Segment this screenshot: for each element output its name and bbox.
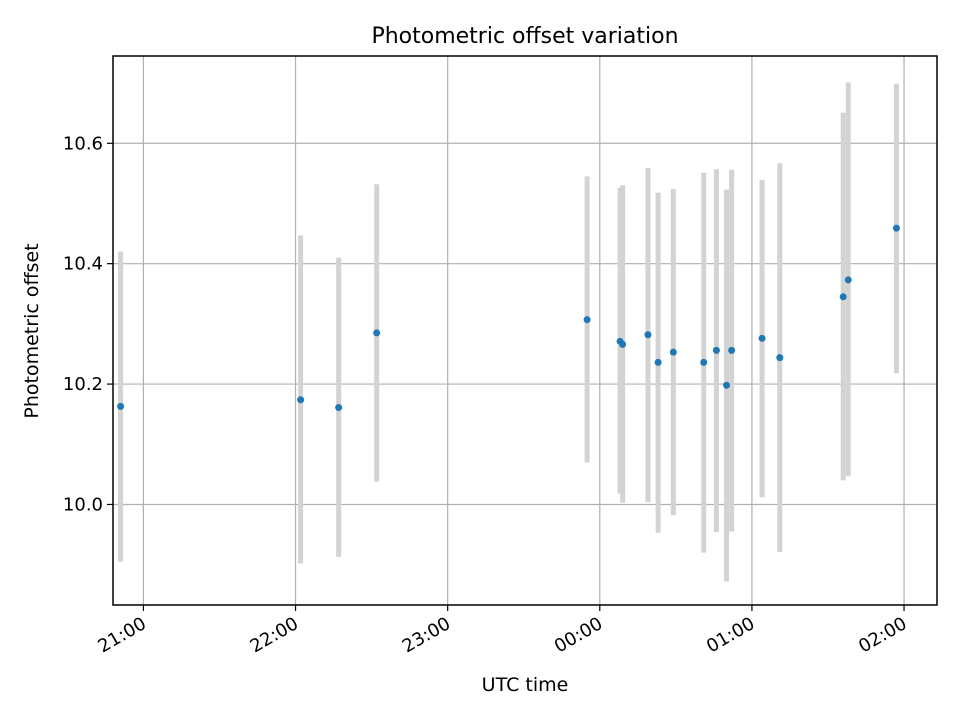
data-point — [892, 224, 900, 232]
data-point — [839, 293, 847, 301]
chart-title: Photometric offset variation — [371, 24, 678, 49]
data-point — [776, 354, 784, 362]
data-point — [723, 381, 731, 389]
data-point — [644, 331, 652, 339]
data-point — [758, 334, 766, 342]
y-axis-label: Photometric offset — [21, 243, 43, 418]
data-point — [669, 348, 677, 356]
data-point — [117, 402, 125, 410]
plot-frame — [112, 55, 938, 606]
data-point — [712, 346, 720, 354]
y-tick-label: 10.6 — [63, 133, 103, 154]
data-point — [335, 404, 343, 412]
y-tick-label: 10.4 — [63, 254, 103, 275]
data-points — [117, 224, 900, 412]
grid — [113, 56, 937, 605]
plot-area — [113, 56, 937, 605]
data-point — [297, 396, 305, 404]
data-point — [844, 276, 852, 284]
data-point — [728, 346, 736, 354]
data-point — [700, 358, 708, 366]
x-axis-label: UTC time — [482, 674, 569, 696]
y-tick-label: 10.2 — [63, 374, 103, 395]
data-point — [654, 358, 662, 366]
data-point — [373, 329, 381, 337]
y-tick-label: 10.0 — [63, 494, 103, 515]
data-point — [619, 340, 627, 348]
data-point — [583, 316, 591, 324]
